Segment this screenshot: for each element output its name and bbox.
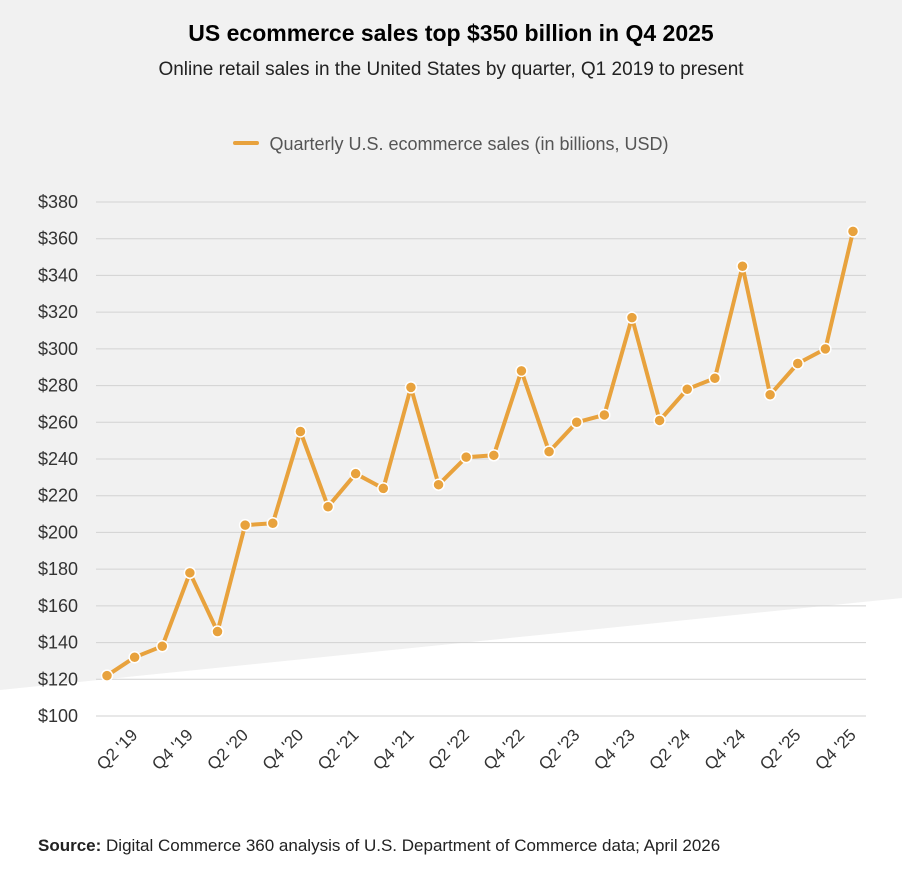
data-point [128,651,141,664]
data-point [487,449,501,462]
y-tick-label: $260 [38,412,78,432]
line-chart: $100 $120 $140 $160 $180 $200 $220 $240 $260 $280… [38,192,866,774]
data-point [211,625,224,638]
y-tick-label: $220 [38,486,78,506]
x-tick-label: Q4 '22 [480,725,528,773]
y-tick-label: $360 [38,229,78,249]
data-point [819,342,832,356]
data-point [266,517,280,530]
x-tick-label: Q4 '23 [590,725,638,773]
x-tick-label: Q4 '25 [811,725,859,773]
y-tick-label: $280 [38,376,78,396]
data-point [377,482,390,495]
x-tick-label: Q2 '24 [646,725,694,773]
series-line [105,229,855,678]
y-tick-label: $140 [38,633,78,653]
chart-subtitle: Online retail sales in the United States… [158,59,744,80]
data-point [570,416,583,429]
data-point [515,364,528,378]
source-label: Source: [38,836,102,855]
legend-swatch [233,141,260,146]
x-tick-label: Q2 '22 [425,725,473,773]
data-point [459,450,473,464]
data-point [238,518,252,532]
data-point [763,388,777,401]
y-tick-label: $180 [38,559,78,579]
x-tick-label: Q2 '20 [203,725,251,773]
legend-label: Quarterly U.S. ecommerce sales (in billi… [269,134,669,154]
x-tick-label: Q4 '19 [148,725,196,773]
y-tick-label: $340 [38,265,78,285]
data-point [708,371,722,385]
y-tick-label: $120 [38,669,78,689]
x-tick-label: Q4 '21 [369,725,417,773]
source-note: Source: Digital Commerce 360 analysis of… [38,836,720,856]
x-tick-label: Q2 '25 [756,725,804,773]
x-tick-label: Q2 '19 [93,725,141,773]
x-tick-label: Q4 '20 [259,725,307,773]
source-text: Digital Commerce 360 analysis of U.S. De… [106,836,721,855]
legend: Quarterly U.S. ecommerce sales (in billi… [0,134,902,155]
data-point [653,414,666,427]
data-point [294,425,307,438]
y-tick-label: $100 [38,706,78,726]
chart-title: US ecommerce sales top $350 billion in Q… [188,20,714,46]
data-point [542,445,556,458]
data-point [156,639,169,653]
data-point [100,669,114,682]
data-point [846,225,860,238]
x-tick-label: Q2 '23 [535,725,583,773]
data-point [432,478,445,491]
data-point [183,566,197,580]
y-tick-label: $160 [38,596,78,616]
y-tick-label: $320 [38,302,78,322]
y-tick-label: $240 [38,449,78,469]
data-point [349,467,362,480]
x-tick-label: Q2 '21 [314,725,362,773]
data-point [404,381,418,394]
data-point [625,311,639,324]
x-tick-label: Q4 '24 [701,725,749,773]
data-point [680,382,694,396]
data-point [598,408,611,422]
y-tick-label: $380 [38,192,78,212]
y-tick-label: $300 [38,339,78,359]
data-point [736,260,749,273]
data-point [321,500,335,513]
y-tick-label: $200 [38,522,78,542]
data-point [791,357,804,370]
